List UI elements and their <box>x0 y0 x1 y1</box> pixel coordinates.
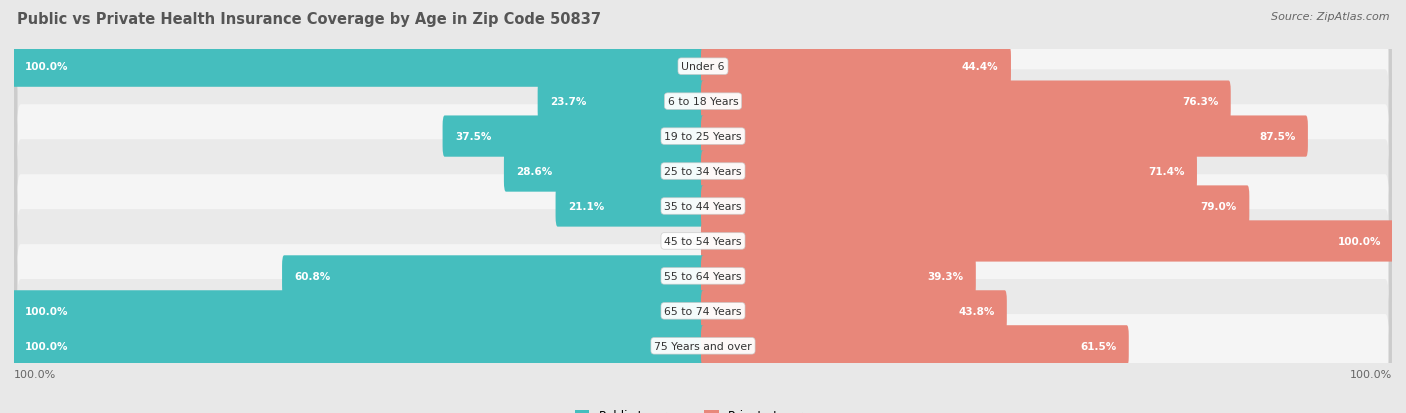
FancyBboxPatch shape <box>14 279 1392 344</box>
FancyBboxPatch shape <box>702 151 1197 192</box>
Text: Under 6: Under 6 <box>682 62 724 72</box>
FancyBboxPatch shape <box>17 244 1389 308</box>
FancyBboxPatch shape <box>283 256 704 297</box>
FancyBboxPatch shape <box>555 186 704 227</box>
Text: 76.3%: 76.3% <box>1182 97 1219 107</box>
FancyBboxPatch shape <box>702 186 1250 227</box>
FancyBboxPatch shape <box>17 279 1389 343</box>
FancyBboxPatch shape <box>17 210 1389 273</box>
Text: 21.1%: 21.1% <box>568 202 605 211</box>
Legend: Public Insurance, Private Insurance: Public Insurance, Private Insurance <box>571 404 835 413</box>
FancyBboxPatch shape <box>14 35 1392 100</box>
FancyBboxPatch shape <box>443 116 704 157</box>
FancyBboxPatch shape <box>702 291 1007 332</box>
FancyBboxPatch shape <box>17 105 1389 169</box>
FancyBboxPatch shape <box>14 104 1392 169</box>
FancyBboxPatch shape <box>702 81 1230 122</box>
FancyBboxPatch shape <box>13 46 704 88</box>
Text: 39.3%: 39.3% <box>928 271 963 281</box>
Text: 44.4%: 44.4% <box>962 62 998 72</box>
Text: Public vs Private Health Insurance Coverage by Age in Zip Code 50837: Public vs Private Health Insurance Cover… <box>17 12 600 27</box>
FancyBboxPatch shape <box>14 139 1392 204</box>
Text: 79.0%: 79.0% <box>1201 202 1237 211</box>
Text: 61.5%: 61.5% <box>1080 341 1116 351</box>
Text: 87.5%: 87.5% <box>1260 132 1295 142</box>
FancyBboxPatch shape <box>702 256 976 297</box>
Text: 100.0%: 100.0% <box>1339 236 1382 247</box>
FancyBboxPatch shape <box>17 175 1389 238</box>
Text: 100.0%: 100.0% <box>24 306 67 316</box>
FancyBboxPatch shape <box>702 221 1393 262</box>
FancyBboxPatch shape <box>537 81 704 122</box>
Text: 28.6%: 28.6% <box>516 166 553 177</box>
FancyBboxPatch shape <box>702 325 1129 367</box>
FancyBboxPatch shape <box>14 69 1392 134</box>
Text: 0.0%: 0.0% <box>668 236 697 247</box>
Text: 43.8%: 43.8% <box>957 306 994 316</box>
FancyBboxPatch shape <box>17 70 1389 134</box>
Text: 23.7%: 23.7% <box>550 97 586 107</box>
FancyBboxPatch shape <box>13 291 704 332</box>
FancyBboxPatch shape <box>14 313 1392 378</box>
Text: 45 to 54 Years: 45 to 54 Years <box>664 236 742 247</box>
FancyBboxPatch shape <box>17 140 1389 203</box>
Text: 60.8%: 60.8% <box>294 271 330 281</box>
FancyBboxPatch shape <box>14 209 1392 274</box>
Text: 55 to 64 Years: 55 to 64 Years <box>664 271 742 281</box>
Text: 6 to 18 Years: 6 to 18 Years <box>668 97 738 107</box>
Text: 25 to 34 Years: 25 to 34 Years <box>664 166 742 177</box>
Text: 71.4%: 71.4% <box>1149 166 1185 177</box>
FancyBboxPatch shape <box>702 46 1011 88</box>
Text: 100.0%: 100.0% <box>24 341 67 351</box>
FancyBboxPatch shape <box>14 174 1392 239</box>
Text: 75 Years and over: 75 Years and over <box>654 341 752 351</box>
FancyBboxPatch shape <box>17 314 1389 378</box>
Text: Source: ZipAtlas.com: Source: ZipAtlas.com <box>1271 12 1389 22</box>
FancyBboxPatch shape <box>17 35 1389 99</box>
Text: 37.5%: 37.5% <box>456 132 491 142</box>
Text: 100.0%: 100.0% <box>24 62 67 72</box>
FancyBboxPatch shape <box>14 244 1392 309</box>
Text: 19 to 25 Years: 19 to 25 Years <box>664 132 742 142</box>
Text: 35 to 44 Years: 35 to 44 Years <box>664 202 742 211</box>
FancyBboxPatch shape <box>13 325 704 367</box>
FancyBboxPatch shape <box>702 116 1308 157</box>
Text: 65 to 74 Years: 65 to 74 Years <box>664 306 742 316</box>
Text: 100.0%: 100.0% <box>14 369 56 379</box>
Text: 100.0%: 100.0% <box>1350 369 1392 379</box>
FancyBboxPatch shape <box>503 151 704 192</box>
